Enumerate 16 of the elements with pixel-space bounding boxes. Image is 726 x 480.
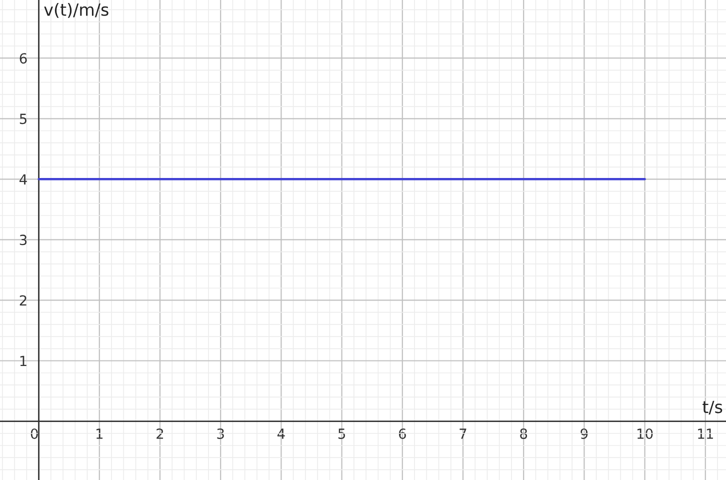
y-axis-title: v(t)/m/s	[44, 3, 108, 18]
x-tick-label: 4	[277, 428, 285, 439]
y-tick-label: 5	[20, 114, 26, 124]
y-tick-label: 6	[20, 53, 27, 64]
y-tick-label: 4	[20, 174, 27, 184]
x-tick-label: 1	[96, 428, 103, 439]
y-tick-label: 1	[20, 356, 26, 366]
x-tick-label: 11	[698, 428, 713, 439]
x-tick-label: 7	[460, 428, 466, 439]
x-tick-label: 2	[156, 428, 164, 439]
x-axis-title: t/s	[702, 400, 722, 415]
x-tick-label: 8	[520, 428, 528, 439]
x-tick-label: 10	[637, 428, 653, 439]
y-tick-label: 3	[20, 234, 27, 246]
x-tick-label: 0	[30, 428, 38, 439]
y-tick-label: 2	[20, 295, 26, 306]
